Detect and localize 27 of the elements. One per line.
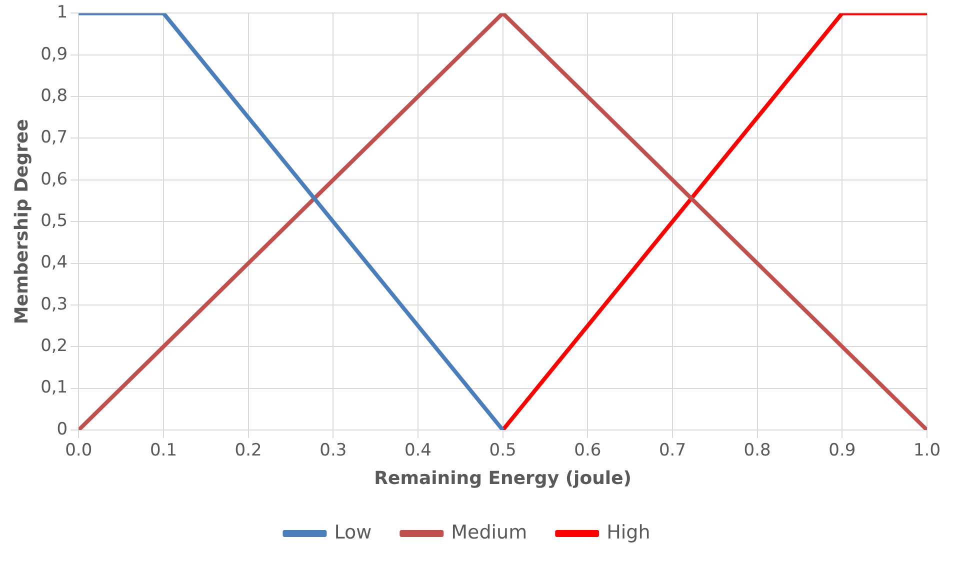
y-tick-label: 1	[56, 2, 68, 23]
x-tick-label: 0.3	[320, 440, 347, 461]
y-tick-label: 0,7	[40, 128, 68, 148]
x-tick-label: 0.8	[744, 440, 771, 461]
x-tick-label: 0.2	[234, 440, 262, 461]
y-tick-label: 0,1	[40, 378, 68, 398]
y-tick-label: 0,6	[40, 169, 68, 190]
y-tick-label: 0,8	[40, 86, 68, 106]
x-tick-label: 0.0	[65, 440, 92, 461]
y-tick-label: 0,4	[40, 252, 68, 273]
y-tick-label: 0,3	[40, 294, 68, 314]
y-tick-label: 0,9	[40, 44, 68, 64]
y-tick-label: 0,2	[40, 336, 68, 356]
legend-label: Medium	[451, 521, 528, 544]
x-tick-label: 0.1	[150, 440, 177, 461]
y-tick-label: 0,5	[40, 211, 68, 232]
x-tick-label: 1.0	[913, 440, 941, 461]
legend-label: Low	[334, 521, 372, 544]
x-tick-label: 0.6	[574, 440, 602, 461]
legend-label: High	[606, 521, 650, 544]
x-tick-label: 0.5	[489, 440, 516, 461]
y-axis-title: Membership Degree	[11, 119, 32, 324]
y-tick-label: 0	[56, 419, 68, 440]
x-axis-title: Remaining Energy (joule)	[374, 468, 632, 489]
x-tick-label: 0.9	[828, 440, 856, 461]
x-tick-label: 0.4	[404, 440, 432, 461]
x-tick-label: 0.7	[658, 440, 686, 461]
